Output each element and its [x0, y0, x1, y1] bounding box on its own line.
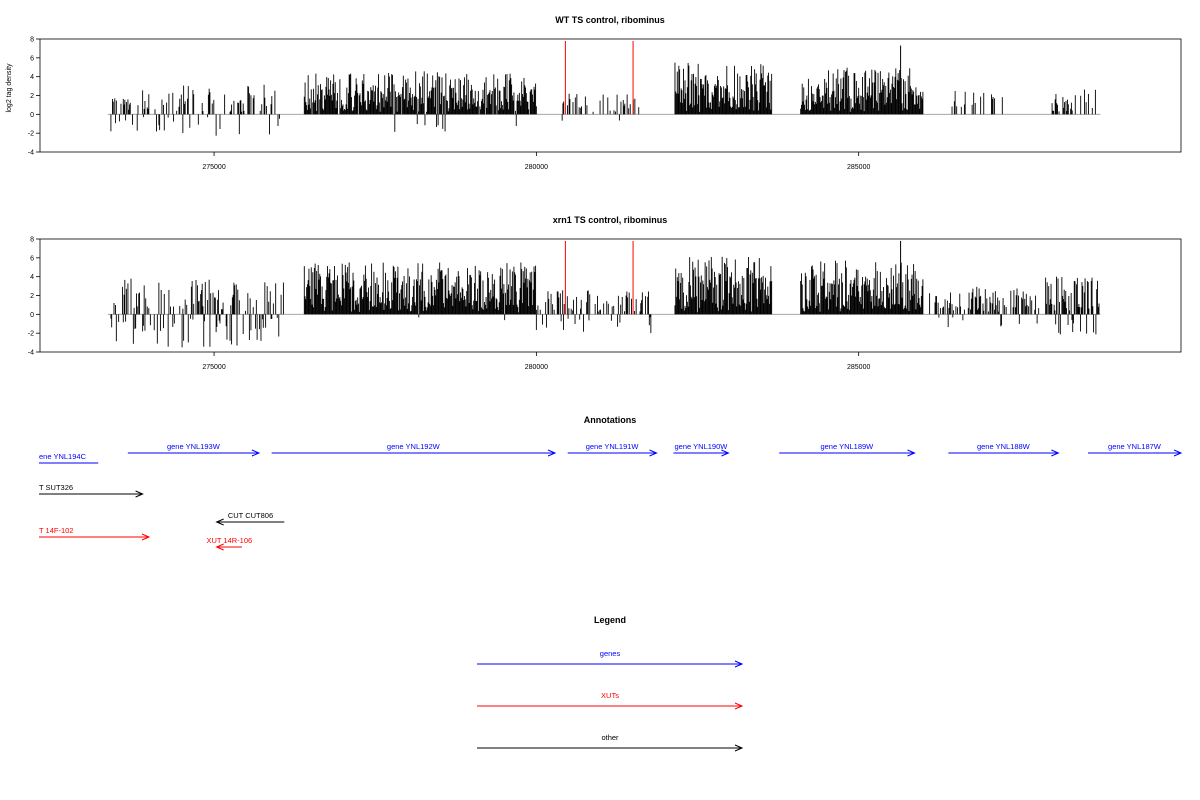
feature-label: gene YNL192W — [387, 442, 441, 451]
annotation-feature: gene YNL188W — [948, 442, 1060, 457]
wt-track-markers — [564, 41, 634, 115]
feature-label: CUT CUT806 — [228, 511, 273, 520]
annotation-feature: gene YNL189W — [779, 442, 916, 457]
y-tick-label: 8 — [30, 37, 34, 44]
annotation-feature: T SUT326 — [39, 483, 144, 498]
x-tick-label: 285000 — [847, 364, 870, 371]
legend-label: genes — [600, 649, 621, 658]
strand-arrowhead — [721, 449, 730, 457]
feature-label: gene YNL193W — [167, 442, 221, 451]
wt-track-panel: WT TS control, ribominus log2 tag densit… — [6, 15, 1182, 172]
y-tick-label: 6 — [30, 55, 34, 62]
strand-arrowhead — [141, 533, 151, 541]
wt-track-ylabel: log2 tag density — [6, 63, 13, 113]
feature-label: gene YNL189W — [820, 442, 874, 451]
feature-label: gene YNL187W — [1108, 442, 1162, 451]
legend-title: Legend — [594, 615, 626, 625]
annotation-feature: gene YNL191W — [567, 442, 658, 457]
legend-item: other — [477, 733, 744, 752]
y-tick-label: -2 — [28, 331, 34, 338]
strand-arrowhead — [649, 449, 658, 457]
legend-arrowhead — [734, 702, 744, 710]
wt-track-title: WT TS control, ribominus — [555, 15, 665, 25]
y-tick-label: 8 — [30, 237, 34, 244]
feature-label: XUT 14R-106 — [206, 536, 252, 545]
strand-arrowhead — [215, 518, 224, 526]
strand-arrowhead — [907, 449, 916, 457]
annotation-feature: T 14F-102 — [39, 526, 151, 541]
y-tick-label: -4 — [28, 150, 34, 157]
wt-track-frame — [39, 38, 1182, 153]
legend-items: genes XUTs other — [477, 649, 744, 752]
y-tick-label: 4 — [30, 274, 34, 281]
annotations-panel: Annotations ene YNL194C gene YNL193W gene … — [39, 415, 1183, 551]
xrn1-track-panel: xrn1 TS control, ribominus -4 -2 0 2 4 6 8 2750… — [28, 215, 1182, 372]
y-tick-label: 2 — [30, 293, 34, 300]
xrn1-track-bars — [107, 240, 1101, 348]
x-tick-label: 285000 — [847, 164, 870, 171]
y-tick-label: 6 — [30, 255, 34, 262]
strand-arrowhead — [1173, 449, 1183, 457]
annotation-feature: CUT CUT806 — [215, 511, 285, 526]
x-tick-label: 280000 — [525, 164, 548, 171]
annotations-title: Annotations — [584, 415, 637, 425]
strand-arrowhead — [547, 449, 557, 457]
feature-label: T 14F-102 — [39, 526, 73, 535]
feature-label: ene YNL194C — [39, 452, 87, 461]
annotation-feature: gene YNL192W — [271, 442, 557, 457]
y-tick-label: 0 — [30, 312, 34, 319]
strand-arrowhead — [135, 490, 144, 498]
y-tick-label: -2 — [28, 131, 34, 138]
xrn1-track-title: xrn1 TS control, ribominus — [553, 215, 668, 225]
wt-track-axes: -4 -2 0 2 4 6 8 275000 280000 285000 — [28, 37, 871, 172]
y-tick-label: 0 — [30, 112, 34, 119]
annotation-feature: XUT 14R-106 — [206, 536, 252, 551]
strand-arrowhead — [251, 449, 261, 457]
feature-label: T SUT326 — [39, 483, 73, 492]
legend-item: XUTs — [477, 691, 744, 710]
y-tick-label: 2 — [30, 93, 34, 100]
xrn1-track-frame — [39, 238, 1182, 353]
y-tick-label: 4 — [30, 74, 34, 81]
strand-arrowhead — [1051, 449, 1060, 457]
xrn1-track-markers — [564, 241, 634, 315]
annotation-feature: gene YNL190W — [673, 442, 730, 457]
feature-list: ene YNL194C gene YNL193W gene YNL192W gene … — [39, 442, 1183, 551]
feature-label: gene YNL188W — [977, 442, 1031, 451]
xrn1-track-axes: -4 -2 0 2 4 6 8 275000 280000 285000 — [28, 237, 871, 372]
annotation-feature: ene YNL194C — [39, 452, 99, 464]
y-tick-label: -4 — [28, 350, 34, 357]
x-tick-label: 275000 — [202, 164, 225, 171]
annotation-feature: gene YNL193W — [127, 442, 261, 457]
x-tick-label: 275000 — [202, 364, 225, 371]
legend-label: XUTs — [601, 691, 619, 700]
wt-track-bars — [107, 45, 1101, 136]
legend-arrowhead — [734, 660, 744, 668]
legend-item: genes — [477, 649, 744, 668]
feature-label: gene YNL190W — [675, 442, 729, 451]
legend-panel: Legend genes XUTs other — [477, 615, 744, 752]
legend-arrowhead — [734, 744, 744, 752]
strand-arrowhead — [215, 543, 224, 551]
feature-label: gene YNL191W — [586, 442, 640, 451]
x-tick-label: 280000 — [525, 364, 548, 371]
legend-label: other — [601, 733, 619, 742]
annotation-feature: gene YNL187W — [1087, 442, 1183, 457]
